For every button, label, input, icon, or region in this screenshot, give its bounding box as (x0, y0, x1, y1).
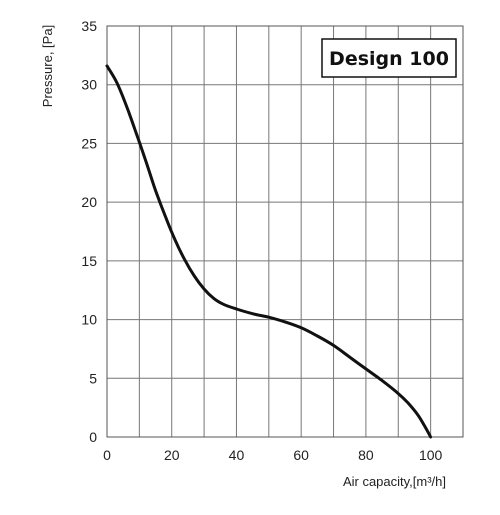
grid-lines (107, 26, 463, 437)
x-axis-ticks: 0 20 40 60 80 100 (103, 447, 442, 463)
x-axis-title: Air capacity,[m³/h] (343, 474, 446, 489)
x-tick-label: 20 (164, 447, 180, 463)
y-tick-label: 35 (81, 18, 97, 34)
pressure-curve (105, 64, 433, 439)
y-tick-label: 15 (81, 253, 97, 269)
x-tick-label: 0 (103, 447, 111, 463)
plot-frame (106, 25, 464, 438)
y-tick-label: 25 (81, 135, 97, 151)
x-tick-label: 60 (293, 447, 309, 463)
y-tick-label: 10 (81, 312, 97, 328)
x-tick-label: 40 (229, 447, 245, 463)
y-tick-label: 20 (81, 194, 97, 210)
x-tick-label: 100 (419, 447, 443, 463)
x-tick-label: 80 (358, 447, 374, 463)
y-tick-label: 0 (89, 429, 97, 445)
chart-title: Design 100 (329, 48, 449, 70)
y-axis-title: Pressure, [Pa] (40, 25, 55, 107)
y-tick-label: 5 (89, 370, 97, 386)
y-tick-label: 30 (81, 77, 97, 93)
chart-title-badge: Design 100 (321, 38, 457, 78)
y-axis-ticks: 0 5 10 15 20 25 30 35 (81, 18, 97, 445)
